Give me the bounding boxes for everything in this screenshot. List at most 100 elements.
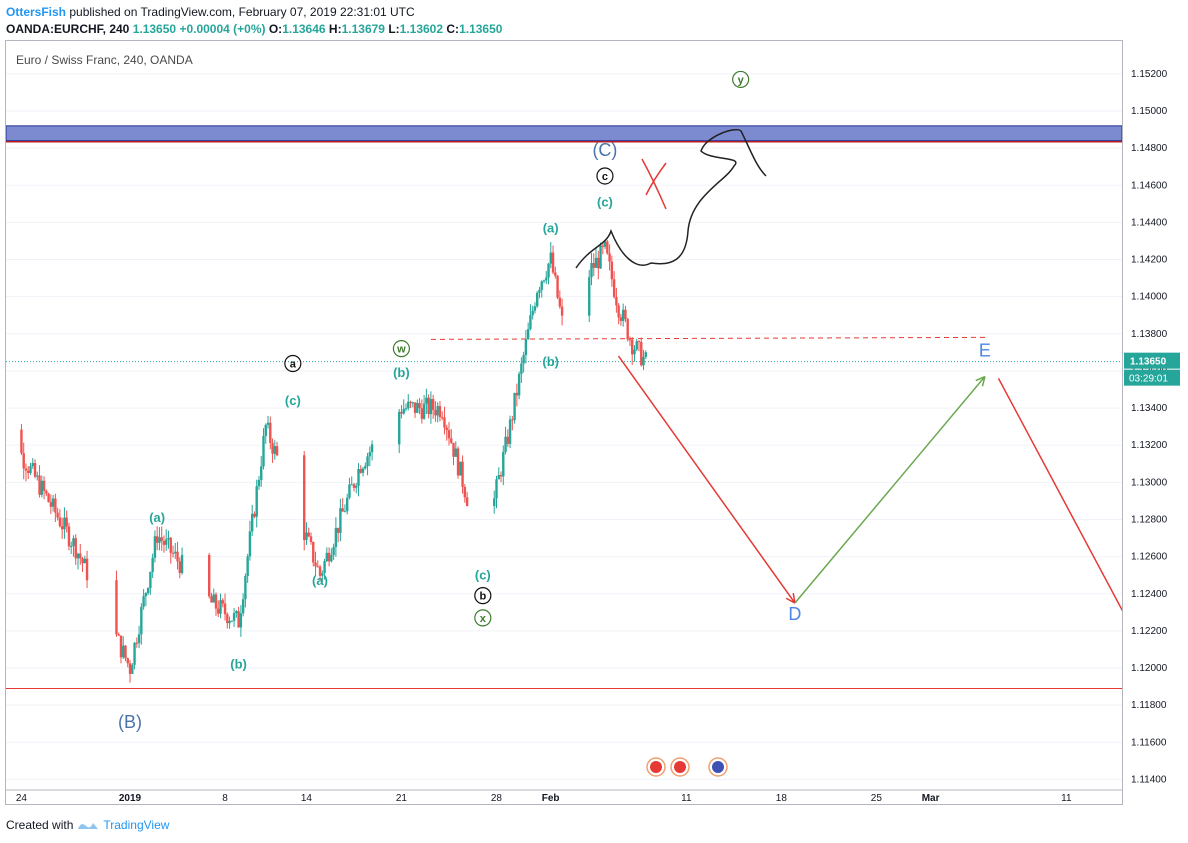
candle-body [366,456,369,467]
wave-label: (b) [393,365,410,380]
candle-body [558,297,562,307]
candle-body [321,573,324,576]
candle-body [364,466,367,469]
price-tick-label: 1.13000 [1131,477,1168,488]
author-link[interactable]: OttersFish [6,5,67,19]
candle-body [119,635,123,658]
price-tick-label: 1.14000 [1131,292,1168,303]
candle-body [42,480,46,491]
wave-label: (b) [542,354,559,369]
wave-label: y [738,74,745,86]
candle-body [330,555,333,562]
candle-body [230,620,234,622]
candle-body [610,261,614,280]
candle-body [20,429,23,454]
candle-body [597,257,600,269]
projection-arrow-up-head [981,376,986,387]
candle-body [601,245,605,247]
candle-body [36,475,39,477]
candle-body [122,645,125,658]
chart-frame[interactable]: 24 2019 8 14 21 28 Feb 11 18 25 Mar 11 (B) (a) (b) (c) a… [5,40,1123,805]
candle-body [237,611,240,628]
candle-body [513,392,516,421]
candle-body [495,479,498,499]
candle-body [327,552,331,562]
candle-body [217,608,220,614]
candle-body [635,341,638,350]
candle-body [549,252,552,264]
price-tick-label: 1.14800 [1131,143,1168,154]
candle-body [526,329,530,340]
candle-body [508,419,512,444]
candle-body [592,263,595,268]
candle-body [151,557,154,572]
candle-body [533,306,537,311]
price-change: +0.00004 (+0%) [179,22,266,36]
wave-label-circle [732,70,750,89]
price-chart[interactable]: 24 2019 8 14 21 28 Feb 11 18 25 Mar 11 (B) (a) (b) (c) a… [6,41,1122,804]
candle-body [339,508,342,533]
candle-body [603,241,607,247]
time-tick-label: 25 [871,793,883,804]
candle-body [425,397,428,404]
candle-body [370,444,374,453]
candle-body [124,645,127,659]
candle-body [246,556,249,576]
grid-lines [6,73,1122,780]
candle-body [545,277,548,281]
candle-body [334,527,338,548]
candle-body [413,402,417,413]
candle-body [536,292,539,307]
wave-label: (a) [312,573,328,588]
candle-body [307,532,310,537]
close-label: C: [446,22,460,36]
price-tick-label: 1.14600 [1131,180,1168,191]
candle-body [208,554,211,597]
candle-body [368,452,372,457]
candle-body [212,594,215,603]
candle-body [65,517,68,527]
low-label: L: [388,22,400,36]
candle-body [343,511,347,513]
candle-body [314,562,317,567]
wave-label: (c) [475,568,491,583]
candle-body [318,566,322,576]
candle-body [266,422,270,425]
x-stroke [641,158,667,210]
candle-body [149,571,152,589]
candle-body [511,419,514,421]
candle-body [140,606,143,635]
tradingview-brand[interactable]: TradingView [103,818,170,832]
wave-label: E [979,341,991,361]
publish-header: OttersFish published on TradingView.com,… [6,4,502,38]
time-tick-label: Feb [542,793,560,804]
candle-body [642,356,645,366]
candle-body [160,537,163,542]
candle-body [588,277,591,316]
price-tick-label: 1.12000 [1131,663,1168,674]
candle-body [624,309,627,319]
time-tick-label: 18 [776,793,788,804]
candle-body [137,634,141,644]
candle-body [271,442,274,454]
candle-body [22,453,25,469]
candle-body [538,289,541,293]
candle-body [450,438,453,443]
price-axis[interactable]: 1.15200 1.15000 1.14800 1.14600 1.14400 1.142… [1123,40,1188,810]
candle-body [262,436,265,467]
candle-body [239,613,243,628]
candle-body [232,613,236,621]
invalidation-x-mark [641,158,667,210]
candle-body [348,484,351,498]
candle-body [398,411,401,445]
published-text: published on TradingView.com, February 0… [66,5,415,19]
candle-body [459,461,462,476]
price-tick-label: 1.14400 [1131,217,1168,228]
candle-body [155,536,159,543]
open-label: O: [268,22,283,36]
candle-body [219,600,222,614]
price-tick-label: 1.12400 [1131,589,1168,600]
candle-body [441,417,444,419]
candle-body [248,531,252,557]
candle-body [594,257,598,268]
